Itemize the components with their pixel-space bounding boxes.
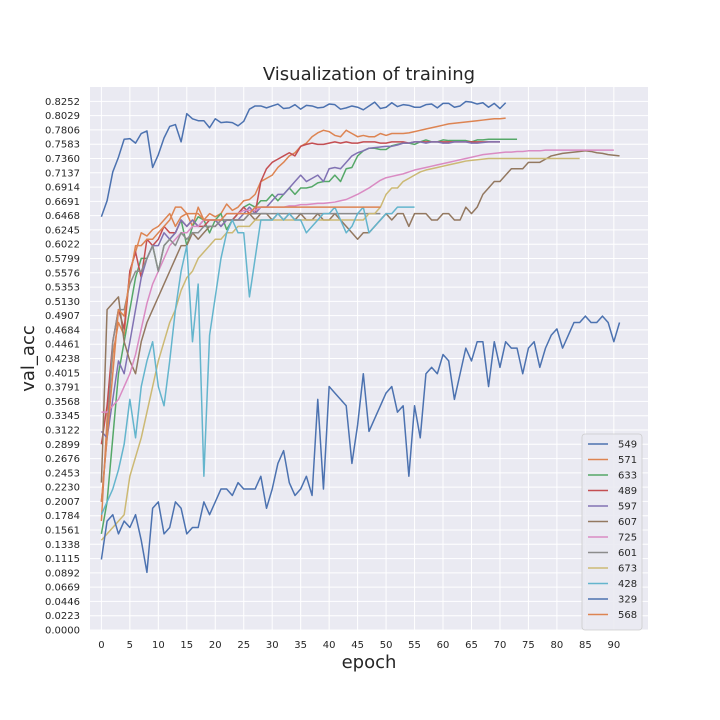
series-layer — [100, 100, 621, 574]
legend-item-489: 489 — [618, 486, 637, 497]
y-tick-label: 0.1784 — [45, 511, 80, 522]
x-tick-label: 45 — [351, 640, 364, 651]
x-tick-label: 0 — [98, 640, 104, 651]
series-line-329 — [100, 315, 621, 574]
tick-labels: 0 5 10 15 20 25 30 35 40 45 50 55 60 65 70 75 80 85 90 0.00… — [45, 97, 620, 651]
x-tick-label: 80 — [551, 640, 564, 651]
legend-item-597: 597 — [618, 502, 637, 513]
y-tick-label: 0.6914 — [45, 183, 80, 194]
y-tick-label: 0.4461 — [45, 340, 80, 351]
y-tick-label: 0.4238 — [45, 354, 80, 365]
legend-item-633: 633 — [618, 471, 637, 482]
y-tick-label: 0.7137 — [45, 168, 80, 179]
x-tick-label: 40 — [323, 640, 336, 651]
y-tick-label: 0.6022 — [45, 240, 80, 251]
y-tick-label: 0.5576 — [45, 268, 80, 279]
y-tick-label: 0.3122 — [45, 425, 80, 436]
chart-title: Visualization of training — [263, 64, 475, 85]
y-tick-label: 0.3568 — [45, 397, 80, 408]
x-tick-label: 75 — [522, 640, 535, 651]
series-line-428 — [100, 206, 415, 515]
y-tick-label: 0.0000 — [45, 626, 80, 637]
y-tick-label: 0.5130 — [45, 297, 80, 308]
y-tick-label: 0.2676 — [45, 454, 80, 465]
x-tick-label: 70 — [494, 640, 507, 651]
y-tick-label: 0.5353 — [45, 283, 80, 294]
y-tick-label: 0.7360 — [45, 154, 80, 165]
y-tick-label: 0.0892 — [45, 568, 80, 579]
y-tick-label: 0.2899 — [45, 440, 80, 451]
y-tick-label: 0.7806 — [45, 125, 80, 136]
legend-item-607: 607 — [618, 517, 637, 528]
y-tick-label: 0.6245 — [45, 225, 80, 236]
legend-item-329: 329 — [618, 595, 637, 606]
legend-item-601: 601 — [618, 548, 637, 559]
x-tick-label: 60 — [437, 640, 450, 651]
y-tick-label: 0.8252 — [45, 97, 80, 108]
y-tick-label: 0.4015 — [45, 368, 80, 379]
x-tick-label: 85 — [579, 640, 592, 651]
y-tick-label: 0.3345 — [45, 411, 80, 422]
x-tick-label: 15 — [180, 640, 193, 651]
x-tick-label: 35 — [294, 640, 307, 651]
x-tick-label: 55 — [408, 640, 421, 651]
series-line-597 — [100, 141, 500, 439]
y-tick-label: 0.6691 — [45, 197, 80, 208]
series-line-549 — [100, 100, 507, 218]
y-tick-label: 0.2453 — [45, 468, 80, 479]
y-tick-label: 0.0669 — [45, 583, 80, 594]
y-tick-label: 0.1338 — [45, 540, 80, 551]
legend: 549 571 633 489 597 607 725 601 673 428 329 568 — [581, 433, 643, 631]
y-tick-label: 0.3791 — [45, 383, 80, 394]
y-tick-label: 0.1115 — [45, 554, 80, 565]
y-tick-label: 0.4684 — [45, 325, 80, 336]
x-tick-label: 90 — [607, 640, 620, 651]
y-tick-label: 0.0446 — [45, 597, 80, 608]
legend-item-568: 568 — [618, 610, 637, 621]
x-axis-label: epoch — [342, 652, 397, 673]
x-tick-label: 25 — [237, 640, 250, 651]
y-tick-label: 0.4907 — [45, 311, 80, 322]
y-tick-label: 0.8029 — [45, 111, 80, 122]
legend-item-673: 673 — [618, 564, 637, 575]
x-tick-label: 10 — [152, 640, 165, 651]
legend-item-549: 549 — [618, 440, 637, 451]
y-tick-label: 0.6468 — [45, 211, 80, 222]
x-tick-label: 50 — [380, 640, 393, 651]
legend-item-428: 428 — [618, 579, 637, 590]
x-tick-label: 20 — [209, 640, 222, 651]
x-tick-label: 5 — [127, 640, 133, 651]
legend-box — [581, 433, 643, 631]
series-line-601 — [100, 212, 381, 502]
y-tick-label: 0.7583 — [45, 140, 80, 151]
series-line-568 — [100, 206, 381, 502]
y-tick-label: 0.1561 — [45, 525, 80, 536]
y-axis-label: val_acc — [18, 325, 39, 392]
y-tick-label: 0.5799 — [45, 254, 80, 265]
x-tick-label: 65 — [465, 640, 478, 651]
series-line-607 — [100, 150, 620, 483]
x-tick-label: 30 — [266, 640, 279, 651]
legend-item-571: 571 — [618, 455, 637, 466]
series-line-725 — [101, 149, 614, 413]
y-tick-label: 0.2230 — [45, 483, 80, 494]
legend-item-725: 725 — [618, 533, 637, 544]
y-tick-label: 0.0223 — [45, 611, 80, 622]
y-tick-label: 0.2007 — [45, 497, 80, 508]
